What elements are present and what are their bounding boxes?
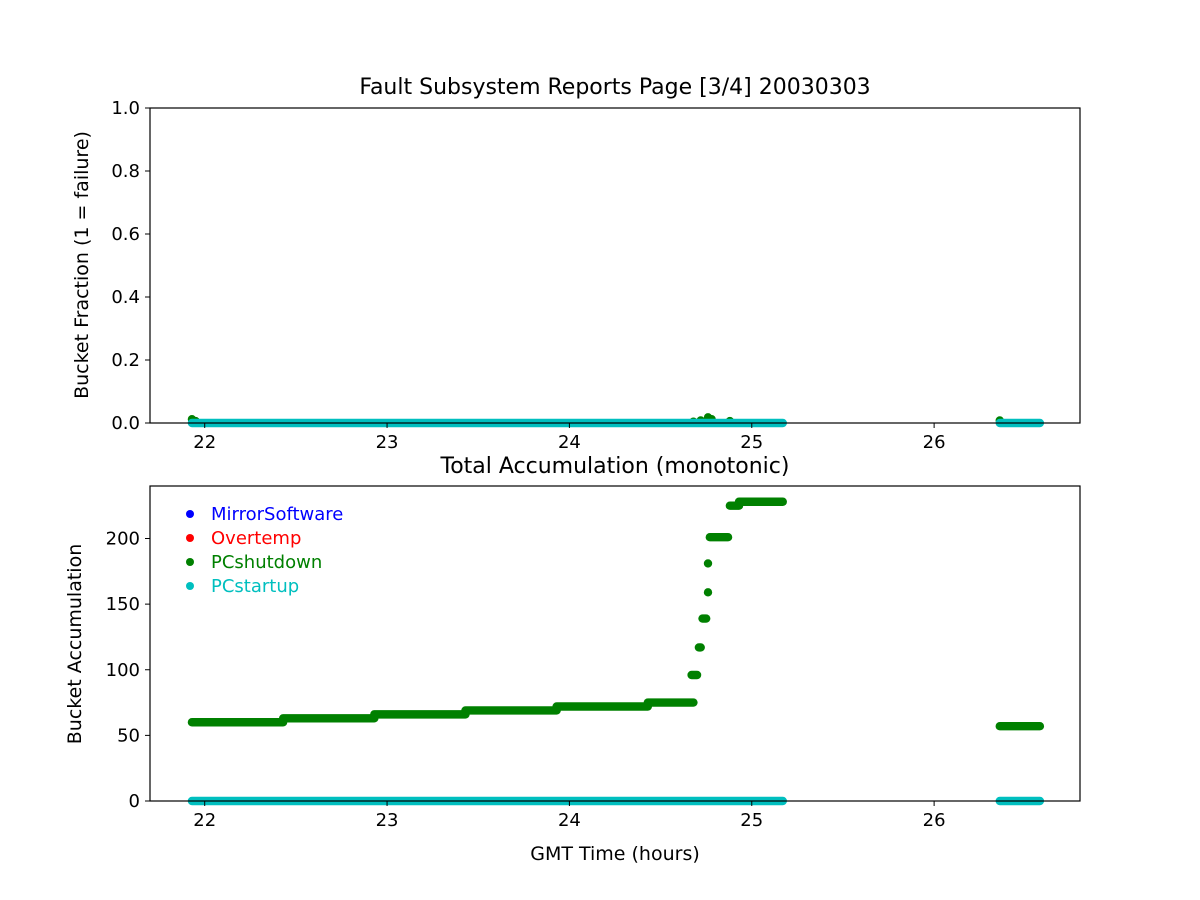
- fraction-plot-ticks: 22 23 24 25 26 0.0 0.2 0.4 0.6 0.8 1.0: [111, 98, 945, 453]
- y-tick-label: 1.0: [111, 98, 140, 119]
- y-tick-label: 0.8: [111, 161, 140, 182]
- x-tick-label: 22: [193, 810, 216, 831]
- x-tick-label: 23: [376, 432, 399, 453]
- fraction-plot-frame: [149, 107, 1081, 424]
- y-tick-label: 50: [117, 725, 140, 746]
- legend-label: MirrorSoftware: [211, 504, 343, 525]
- y-tick-label: 0.4: [111, 287, 140, 308]
- x-tick-label: 26: [923, 810, 946, 831]
- accumulation-plot-frame: [149, 485, 1081, 802]
- legend-marker: [186, 534, 194, 542]
- y-tick-label: 200: [106, 529, 140, 550]
- legend-marker: [186, 582, 194, 590]
- x-tick-label: 25: [740, 432, 763, 453]
- y-tick-label: 150: [106, 594, 140, 615]
- accumulation-plot-ticks: 22 23 24 25 26 0 50 100 150 200: [106, 529, 946, 832]
- y-tick-label: 0.2: [111, 350, 140, 371]
- x-tick-label: 26: [923, 432, 946, 453]
- y-tick-label: 0: [129, 791, 140, 812]
- y-tick-label: 0.6: [111, 224, 140, 245]
- y-tick-label: 100: [106, 660, 140, 681]
- fraction-plot: Fault Subsystem Reports Page [3/4] 20030…: [71, 75, 1081, 453]
- fraction-plot-ylabel: Bucket Fraction (1 = failure): [71, 131, 93, 399]
- legend-marker: [186, 510, 194, 518]
- x-tick-label: 22: [193, 432, 216, 453]
- accumulation-plot-ylabel: Bucket Accumulation: [64, 544, 86, 745]
- x-tick-label: 23: [376, 810, 399, 831]
- accumulation-plot-title: Total Accumulation (monotonic): [440, 454, 790, 479]
- legend: MirrorSoftware Overtemp PCshutdown PCstartu…: [186, 504, 343, 597]
- y-tick-label: 0.0: [111, 413, 140, 434]
- x-tick-label: 24: [558, 810, 581, 831]
- fraction-plot-title: Fault Subsystem Reports Page [3/4] 20030…: [359, 75, 870, 100]
- x-tick-label: 25: [740, 810, 763, 831]
- legend-marker: [186, 558, 194, 566]
- series-pcshutdown: [187, 497, 1045, 731]
- legend-label: PCshutdown: [211, 552, 322, 573]
- legend-label: Overtemp: [211, 528, 301, 549]
- x-tick-label: 24: [558, 432, 581, 453]
- legend-label: PCstartup: [211, 576, 299, 597]
- accumulation-plot: Total Accumulation (monotonic) Bucket Ac…: [64, 454, 1081, 865]
- accumulation-plot-xlabel: GMT Time (hours): [530, 843, 700, 865]
